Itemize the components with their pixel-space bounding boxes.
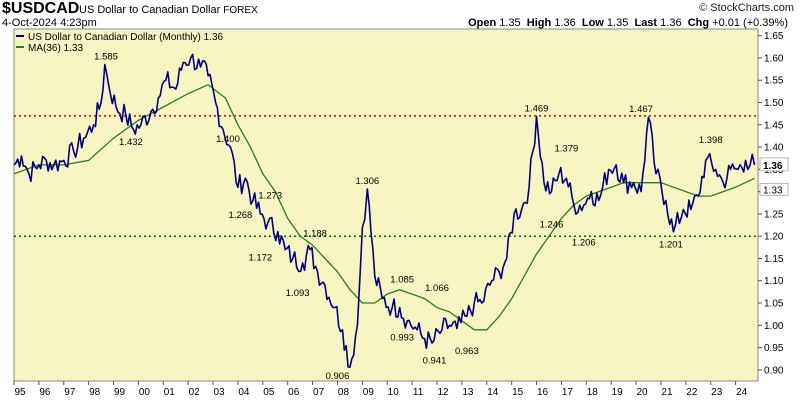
price-annotation: 1.066 <box>425 283 449 294</box>
y-tick-label: 1.65 <box>764 31 784 42</box>
price-annotation: 1.201 <box>659 240 683 251</box>
last-label: Last <box>634 17 658 29</box>
plot-area <box>13 28 759 382</box>
chart-date: 4-Oct-2024 4:23pm <box>2 17 97 29</box>
x-tick-label: 95 <box>14 387 26 398</box>
x-tick-label: 08 <box>338 387 350 398</box>
legend-price-label: US Dollar to Canadian Dollar (Monthly) 1… <box>28 32 224 43</box>
x-tick-label: 24 <box>736 387 748 398</box>
last-price-badge <box>759 157 789 172</box>
x-tick-label: 19 <box>612 387 624 398</box>
y-tick-label: 1.45 <box>764 120 784 131</box>
x-tick-label: 18 <box>587 387 599 398</box>
y-tick-label: 0.95 <box>764 343 784 354</box>
price-annotation: 1.306 <box>355 176 379 187</box>
price-annotation: 1.469 <box>525 103 549 114</box>
x-tick-label: 03 <box>214 387 226 398</box>
low-label: Low <box>581 17 604 29</box>
price-annotation: 1.268 <box>229 210 253 221</box>
x-tick-label: 01 <box>164 387 176 398</box>
x-tick-label: 04 <box>238 387 250 398</box>
description-text: US Dollar to Canadian Dollar <box>79 4 221 16</box>
price-annotation: 0.993 <box>390 332 414 343</box>
y-tick-label: 1.25 <box>764 209 784 220</box>
price-annotation: 1.585 <box>94 52 118 63</box>
price-annotation: 0.963 <box>455 346 479 357</box>
open-label: Open <box>468 17 497 29</box>
last-value: 1.36 <box>660 17 682 29</box>
x-tick-label: 07 <box>313 387 325 398</box>
price-annotation: 1.246 <box>540 220 564 231</box>
price-annotation: 1.273 <box>258 191 282 202</box>
x-tick-label: 23 <box>711 387 723 398</box>
x-tick-label: 96 <box>39 387 51 398</box>
y-tick-label: 0.90 <box>764 365 784 376</box>
last-ma-label: 1.33 <box>763 185 783 196</box>
price-line <box>13 53 756 369</box>
high-label: High <box>526 17 552 29</box>
price-annotation: 1.400 <box>216 134 240 145</box>
x-tick-label: 17 <box>562 387 574 398</box>
last-price-label: 1.36 <box>763 161 783 172</box>
ohlc-readout: Open 1.35 High 1.36 Low 1.35 Last 1.36 C… <box>468 17 788 29</box>
x-tick-label: 10 <box>388 387 400 398</box>
x-tick-label: 09 <box>363 387 375 398</box>
x-tick-label: 22 <box>686 387 698 398</box>
y-tick-label: 1.40 <box>764 143 784 154</box>
symbol-description: US Dollar to Canadian Dollar FOREX <box>79 4 258 16</box>
last-ma-badge <box>759 182 789 196</box>
high-value: 1.36 <box>554 17 576 29</box>
x-tick-label: 97 <box>64 387 76 398</box>
price-annotation: 1.188 <box>303 229 327 240</box>
price-annotation: 1.467 <box>629 104 653 115</box>
price-annotation: 1.206 <box>572 238 596 249</box>
y-tick-label: 1.50 <box>764 98 784 109</box>
x-tick-label: 13 <box>462 387 474 398</box>
copyright-text: © StockCharts.com <box>699 2 794 14</box>
y-tick-label: 1.55 <box>764 76 784 87</box>
price-annotation: 0.941 <box>423 356 447 367</box>
y-tick-label: 1.60 <box>764 53 784 64</box>
price-annotation: 1.398 <box>699 135 723 146</box>
y-tick-label: 1.00 <box>764 321 784 332</box>
x-tick-label: 20 <box>637 387 649 398</box>
x-tick-label: 15 <box>512 387 524 398</box>
y-tick-label: 1.20 <box>764 232 784 243</box>
price-annotation: 1.432 <box>119 137 143 148</box>
x-tick-label: 00 <box>139 387 151 398</box>
price-annotation: 1.379 <box>555 143 579 154</box>
symbol-title: $USDCAD <box>2 0 80 17</box>
x-tick-label: 14 <box>487 387 499 398</box>
open-value: 1.35 <box>499 17 521 29</box>
legend-ma-label: MA(36) 1.33 <box>28 43 83 54</box>
x-tick-label: 99 <box>114 387 126 398</box>
x-tick-label: 16 <box>537 387 549 398</box>
x-tick-label: 06 <box>288 387 300 398</box>
x-tick-label: 12 <box>437 387 449 398</box>
x-tick-label: 02 <box>189 387 201 398</box>
price-annotation: 1.093 <box>286 288 310 299</box>
y-tick-label: 1.10 <box>764 276 784 287</box>
low-value: 1.35 <box>606 17 629 29</box>
chg-value: +0.01 (+0.39%) <box>712 17 788 29</box>
price-annotation: 0.906 <box>326 371 350 382</box>
x-tick-label: 21 <box>661 387 673 398</box>
x-tick-label: 98 <box>89 387 101 398</box>
chg-label: Chg <box>687 17 710 29</box>
x-tick-label: 11 <box>413 387 424 398</box>
price-annotation: 1.085 <box>390 274 414 285</box>
y-tick-label: 1.15 <box>764 254 784 265</box>
y-tick-label: 1.05 <box>764 299 784 310</box>
x-tick-label: 05 <box>263 387 275 398</box>
price-annotation: 1.172 <box>248 253 272 264</box>
exchange-text: FOREX <box>223 5 258 16</box>
